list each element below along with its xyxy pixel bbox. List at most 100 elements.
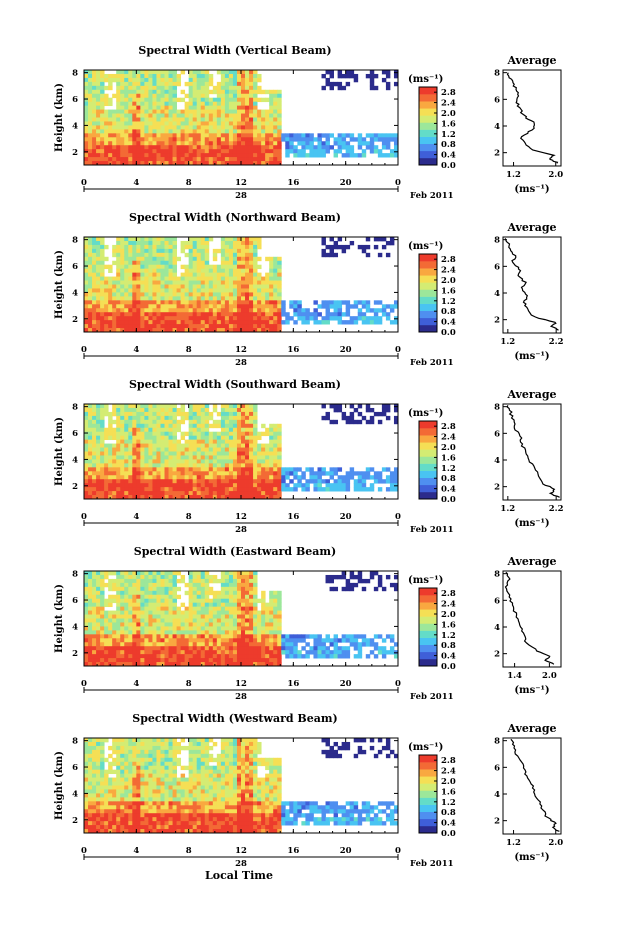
panel-title: Spectral Width (Vertical Beam) [138, 44, 331, 57]
heatmap-cell [192, 133, 198, 138]
heatmap-cell [241, 411, 246, 417]
heatmap-cell [136, 113, 141, 118]
heatmap-cell [192, 276, 198, 281]
heatmap-cell [160, 427, 165, 433]
heatmap-cell [188, 89, 194, 95]
heatmap-cell [220, 248, 226, 254]
heatmap-cell [200, 443, 206, 448]
heatmap-cell [120, 662, 125, 666]
heatmap-cell [120, 459, 125, 464]
heatmap-cell [152, 272, 157, 277]
heatmap-cell [140, 141, 145, 146]
heatmap-cell [180, 407, 186, 413]
heatmap-cell [116, 121, 121, 126]
heatmap-cell [208, 137, 214, 142]
heatmap-cell [160, 157, 165, 162]
heatmap-cell [265, 459, 270, 464]
heatmap-cell [100, 622, 105, 627]
heatmap-cell [212, 614, 218, 619]
heatmap-cell [144, 654, 149, 659]
heatmap-cell [253, 264, 258, 270]
heatmap-cell [112, 594, 117, 600]
heatmap-cell [144, 240, 149, 246]
heatmap-cell [361, 415, 367, 421]
heatmap-cell [136, 459, 141, 464]
colorbar-segment [419, 268, 437, 276]
heatmap-cell [84, 77, 89, 83]
heatmap-cell [236, 423, 242, 429]
heatmap-cell [345, 70, 351, 75]
heatmap-cell [329, 467, 334, 472]
heatmap-cell [249, 463, 254, 468]
heatmap-cell [224, 284, 230, 289]
heatmap-cell [236, 427, 242, 433]
heatmap-cell [224, 240, 230, 246]
heatmap-cell [140, 415, 145, 421]
heatmap-cell [253, 404, 258, 409]
heatmap-cell [124, 324, 129, 329]
heatmap-cell [108, 634, 113, 639]
heatmap-cell [277, 491, 282, 496]
heatmap-cell [180, 574, 186, 580]
heatmap-cell [245, 296, 250, 301]
heatmap-cell [196, 97, 202, 103]
heatmap-cell [92, 113, 97, 118]
heatmap-cell [204, 70, 210, 75]
heatmap-cell [220, 435, 226, 441]
heatmap-cell [236, 256, 242, 262]
heatmap-cell [249, 439, 254, 444]
colorbar-segment [419, 275, 437, 283]
heatmap-cell [128, 81, 133, 87]
heatmap-cell [297, 133, 302, 138]
heatmap-cell [224, 491, 230, 496]
heatmap-cell [112, 662, 117, 666]
heatmap-cell [108, 77, 113, 83]
heatmap-cell [156, 467, 161, 472]
heatmap-cell [385, 81, 391, 87]
heatmap-cell [297, 304, 302, 309]
heatmap-cell [192, 598, 198, 604]
heatmap-cell [176, 475, 182, 480]
heatmap-cell [249, 268, 254, 274]
heatmap-cell [216, 606, 222, 611]
heatmap-cell [277, 161, 282, 165]
heatmap-cell [144, 308, 149, 313]
heatmap-cell [204, 145, 210, 150]
heatmap-cell [152, 404, 157, 409]
heatmap-cell [172, 439, 177, 444]
heatmap-cell [204, 571, 210, 576]
heatmap-cell [164, 638, 169, 643]
heatmap-cell [184, 308, 190, 313]
heatmap-cell [224, 264, 230, 270]
heatmap-cell [220, 73, 226, 79]
heatmap-cell [236, 308, 242, 313]
heatmap-cell [168, 276, 173, 281]
heatmap-cell [108, 316, 113, 321]
heatmap-cell [184, 491, 190, 496]
y-axis-label: Height (km) [54, 83, 65, 152]
heatmap-cell [164, 658, 169, 663]
heatmap-cell [180, 578, 186, 584]
heatmap-cell [128, 662, 133, 666]
heatmap-cell [100, 455, 105, 460]
heatmap-cell [172, 411, 177, 417]
heatmap-cell [160, 312, 165, 317]
heatmap-cell [236, 411, 242, 417]
heatmap-cell [128, 77, 133, 83]
heatmap-cell [317, 304, 322, 309]
heatmap-cell [128, 264, 133, 270]
heatmap-cell [184, 451, 190, 456]
heatmap-cell [164, 101, 169, 107]
heatmap-cell [212, 423, 218, 429]
heatmap-cell [148, 324, 153, 329]
heatmap-cell [180, 145, 186, 150]
heatmap-cell [224, 268, 230, 274]
heatmap-cell [353, 153, 359, 158]
heatmap-cell [200, 137, 206, 142]
heatmap-cell [148, 459, 153, 464]
heatmap-cell [160, 244, 165, 250]
heatmap-cell [116, 85, 121, 91]
heatmap-cell [317, 149, 322, 154]
heatmap-cell [277, 149, 282, 154]
heatmap-cell [164, 415, 169, 421]
